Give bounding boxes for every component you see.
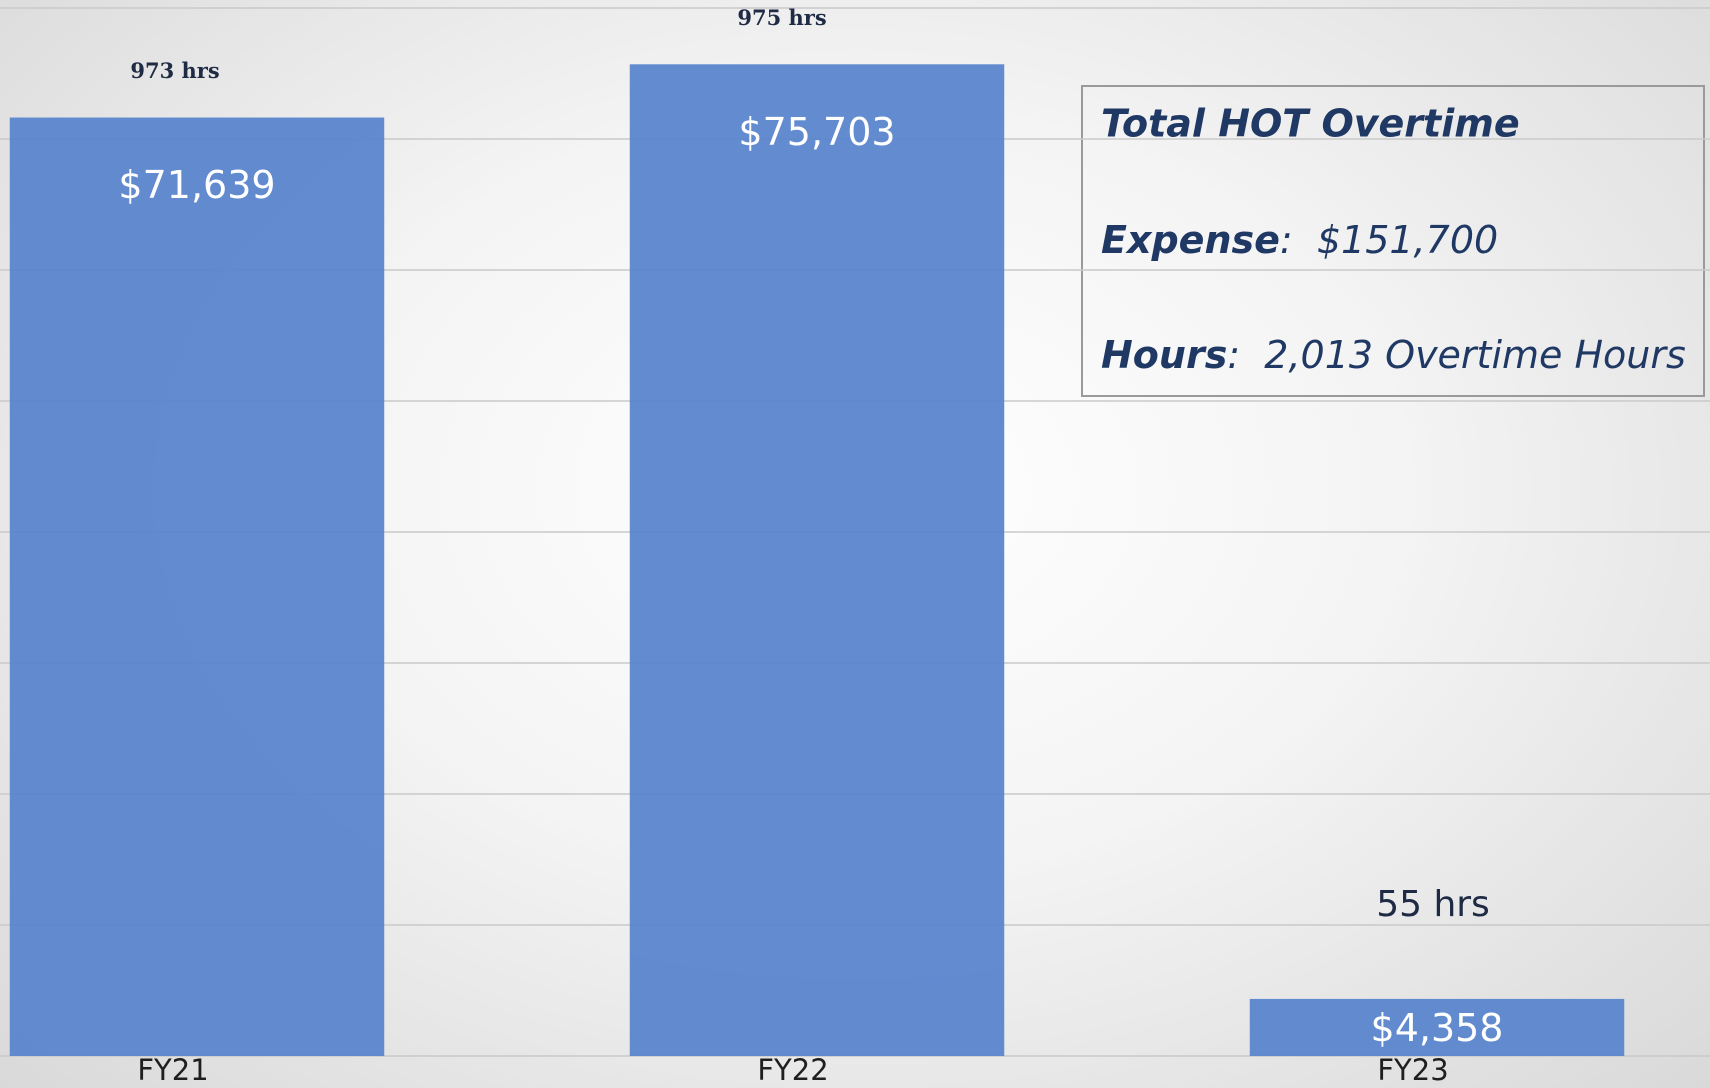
x-tick-label: FY23: [1377, 1053, 1448, 1087]
hours-label: 973 hrs: [130, 58, 219, 83]
value-label: $71,639: [118, 163, 275, 207]
bar: [629, 64, 1005, 1056]
text-box-label: Hours: [1101, 333, 1227, 377]
bar: [1249, 998, 1625, 1056]
value-label: $75,703: [738, 110, 895, 154]
text-box-value: : 2,013 Overtime Hours: [1227, 333, 1686, 377]
text-box-label: Expense: [1101, 218, 1280, 262]
hours-label: 55 hrs: [1376, 884, 1490, 925]
x-tick-label: FY22: [757, 1053, 828, 1087]
text-box-line: Expense: $151,700: [1101, 218, 1498, 262]
text-box-frame: [1081, 85, 1705, 397]
value-label: $4,358: [1371, 1006, 1504, 1050]
text-box-title: Total HOT Overtime: [1101, 102, 1520, 146]
hours-label: 975 hrs: [737, 5, 826, 30]
text-box-value: : $151,700: [1280, 218, 1498, 262]
text-box-line: Hours: 2,013 Overtime Hours: [1101, 333, 1686, 377]
bar: [9, 117, 385, 1056]
x-tick-label: FY21: [137, 1053, 208, 1087]
